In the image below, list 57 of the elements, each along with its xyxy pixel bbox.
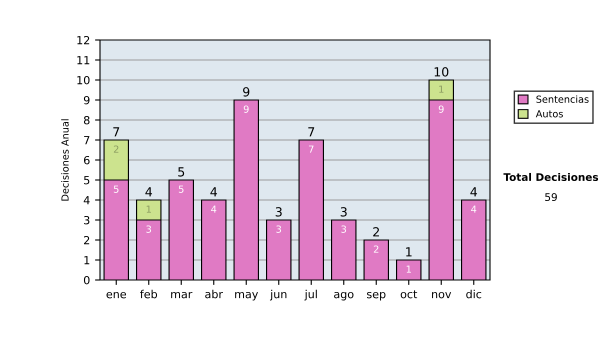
data-label: 3 (276, 225, 282, 233)
data-label: 5 (114, 186, 118, 193)
y-tick-label: 2 (84, 236, 90, 244)
y-tick-label: 12 (77, 36, 90, 44)
x-tick-label: jun (270, 290, 286, 300)
x-tick-label: may (235, 292, 258, 300)
data-label: 5 (178, 186, 184, 193)
x-tick-label: dic (466, 290, 482, 298)
legend-label: Sentencias (536, 95, 589, 103)
data-label: 9 (438, 105, 444, 113)
total-label: 3 (276, 207, 282, 217)
total-label: 3 (340, 207, 347, 217)
total-label: 4 (470, 187, 478, 196)
x-tick-label: jul (304, 290, 317, 300)
y-tick-label: 11 (77, 56, 90, 64)
x-tick-label: abr (205, 290, 223, 298)
data-label: 3 (146, 225, 152, 233)
x-tick-label: sep (367, 292, 386, 300)
x-tick-label: nov (432, 292, 452, 298)
data-label: 3 (341, 225, 346, 233)
y-tick-label: 6 (84, 156, 90, 164)
total-label: 2 (373, 227, 379, 236)
total-label: 4 (210, 187, 218, 196)
y-tick-label: 3 (84, 216, 90, 224)
total-label: 5 (178, 167, 184, 177)
total-label: 10 (434, 67, 448, 77)
data-label: 2 (114, 145, 118, 153)
data-label: 1 (439, 86, 444, 93)
y-tick-label: 4 (84, 196, 90, 204)
x-tick-label: ene (106, 292, 126, 298)
y-tick-label: 10 (77, 76, 90, 84)
x-tick-label: feb (140, 290, 158, 298)
total-label: 4 (145, 187, 152, 196)
data-label: 4 (471, 206, 476, 213)
x-tick-label: ago (334, 292, 354, 300)
y-tick-label: 5 (84, 176, 90, 184)
total-label: 9 (243, 87, 250, 97)
data-label: 1 (406, 266, 411, 273)
y-tick-label: 1 (84, 256, 90, 264)
y-tick-label: 0 (84, 276, 90, 284)
y-tick-label: 7 (84, 136, 90, 144)
total-label: 1 (406, 247, 412, 256)
text: 59 (545, 193, 557, 202)
data-label: 7 (308, 146, 314, 153)
data-label: 2 (374, 245, 378, 253)
x-tick-label: mar (171, 292, 192, 298)
total-label: 7 (308, 127, 314, 136)
y-tick-label: 9 (84, 96, 90, 104)
x-tick-label: oct (400, 290, 418, 298)
legend-label: Autos (536, 110, 563, 118)
data-label: 4 (211, 206, 216, 213)
total-label: 7 (113, 127, 120, 136)
y-axis-title: Decisiones Anual (61, 119, 69, 201)
y-tick-label: 8 (84, 116, 90, 124)
text: Total Decisiones (503, 172, 598, 182)
data-label: 9 (244, 105, 249, 113)
data-label: 1 (146, 206, 151, 213)
